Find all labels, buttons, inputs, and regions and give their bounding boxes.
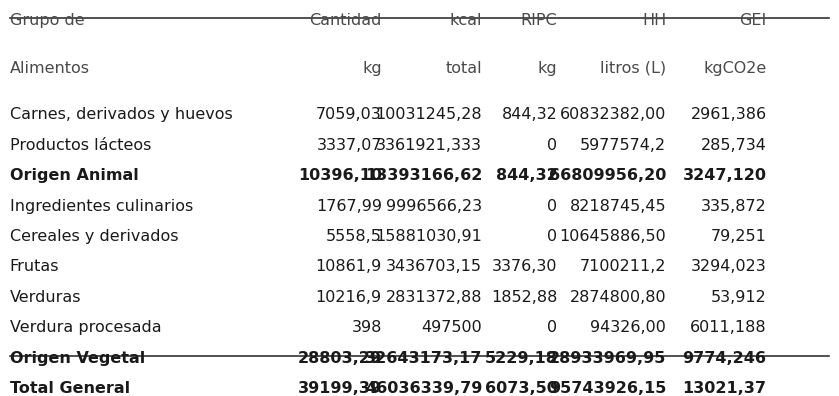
Text: 285,734: 285,734 bbox=[701, 138, 767, 153]
Text: 2831372,88: 2831372,88 bbox=[386, 290, 482, 305]
Text: 10031245,28: 10031245,28 bbox=[376, 107, 482, 122]
Text: 2874800,80: 2874800,80 bbox=[570, 290, 666, 305]
Text: Cereales y derivados: Cereales y derivados bbox=[10, 229, 178, 244]
Text: Frutas: Frutas bbox=[10, 259, 60, 274]
Text: 3337,07: 3337,07 bbox=[316, 138, 382, 153]
Text: Origen Vegetal: Origen Vegetal bbox=[10, 351, 145, 366]
Text: 5558,5: 5558,5 bbox=[326, 229, 382, 244]
Text: 13393166,62: 13393166,62 bbox=[365, 168, 482, 183]
Text: 79,251: 79,251 bbox=[711, 229, 767, 244]
Text: 0: 0 bbox=[547, 138, 557, 153]
Text: kcal: kcal bbox=[450, 13, 482, 27]
Text: 28933969,95: 28933969,95 bbox=[549, 351, 666, 366]
Text: 94326,00: 94326,00 bbox=[591, 320, 666, 335]
Text: Carnes, derivados y huevos: Carnes, derivados y huevos bbox=[10, 107, 232, 122]
Text: 10861,9: 10861,9 bbox=[315, 259, 382, 274]
Text: 844,32: 844,32 bbox=[496, 168, 557, 183]
Text: 39199,39: 39199,39 bbox=[298, 381, 382, 396]
Text: 46036339,79: 46036339,79 bbox=[365, 381, 482, 396]
Text: 9774,246: 9774,246 bbox=[683, 351, 767, 366]
Text: 0: 0 bbox=[547, 229, 557, 244]
Text: Total General: Total General bbox=[10, 381, 130, 396]
Text: 95743926,15: 95743926,15 bbox=[549, 381, 666, 396]
Text: 60832382,00: 60832382,00 bbox=[560, 107, 666, 122]
Text: 10645886,50: 10645886,50 bbox=[560, 229, 666, 244]
Text: 10216,9: 10216,9 bbox=[315, 290, 382, 305]
Text: Grupo de: Grupo de bbox=[10, 13, 85, 27]
Text: 13021,37: 13021,37 bbox=[683, 381, 767, 396]
Text: 3294,023: 3294,023 bbox=[690, 259, 767, 274]
Text: 5229,18: 5229,18 bbox=[485, 351, 557, 366]
Text: 0: 0 bbox=[547, 320, 557, 335]
Text: HH: HH bbox=[642, 13, 666, 27]
Text: 10396,10: 10396,10 bbox=[298, 168, 382, 183]
Text: 3247,120: 3247,120 bbox=[683, 168, 767, 183]
Text: 3361921,333: 3361921,333 bbox=[376, 138, 482, 153]
Text: 28803,29: 28803,29 bbox=[298, 351, 382, 366]
Text: Verdura procesada: Verdura procesada bbox=[10, 320, 161, 335]
Text: 3436703,15: 3436703,15 bbox=[386, 259, 482, 274]
Text: 7100211,2: 7100211,2 bbox=[580, 259, 666, 274]
Text: Productos lácteos: Productos lácteos bbox=[10, 138, 151, 153]
Text: 6011,188: 6011,188 bbox=[690, 320, 767, 335]
Text: 8218745,45: 8218745,45 bbox=[570, 199, 666, 213]
Text: Cantidad: Cantidad bbox=[310, 13, 382, 27]
Text: 0: 0 bbox=[547, 199, 557, 213]
Text: 5977574,2: 5977574,2 bbox=[580, 138, 666, 153]
Text: 15881030,91: 15881030,91 bbox=[375, 229, 482, 244]
Text: 6073,50: 6073,50 bbox=[485, 381, 557, 396]
Text: 497500: 497500 bbox=[421, 320, 482, 335]
Text: 53,912: 53,912 bbox=[711, 290, 767, 305]
Text: total: total bbox=[446, 61, 482, 76]
Text: Verduras: Verduras bbox=[10, 290, 81, 305]
Text: 66809956,20: 66809956,20 bbox=[549, 168, 666, 183]
Text: Alimentos: Alimentos bbox=[10, 61, 90, 76]
Text: 1852,88: 1852,88 bbox=[491, 290, 557, 305]
Text: 335,872: 335,872 bbox=[701, 199, 767, 213]
Text: Ingredientes culinarios: Ingredientes culinarios bbox=[10, 199, 193, 213]
Text: RIPC: RIPC bbox=[521, 13, 557, 27]
Text: 32643173,17: 32643173,17 bbox=[365, 351, 482, 366]
Text: kgCO2e: kgCO2e bbox=[703, 61, 767, 76]
Text: 1767,99: 1767,99 bbox=[315, 199, 382, 213]
Text: litros (L): litros (L) bbox=[600, 61, 666, 76]
Text: 3376,30: 3376,30 bbox=[492, 259, 557, 274]
Text: kg: kg bbox=[362, 61, 382, 76]
Text: Origen Animal: Origen Animal bbox=[10, 168, 138, 183]
Text: 7059,03: 7059,03 bbox=[316, 107, 382, 122]
Text: 844,32: 844,32 bbox=[502, 107, 557, 122]
Text: 9996566,23: 9996566,23 bbox=[386, 199, 482, 213]
Text: GEI: GEI bbox=[739, 13, 767, 27]
Text: kg: kg bbox=[538, 61, 557, 76]
Text: 398: 398 bbox=[352, 320, 382, 335]
Text: 2961,386: 2961,386 bbox=[690, 107, 767, 122]
